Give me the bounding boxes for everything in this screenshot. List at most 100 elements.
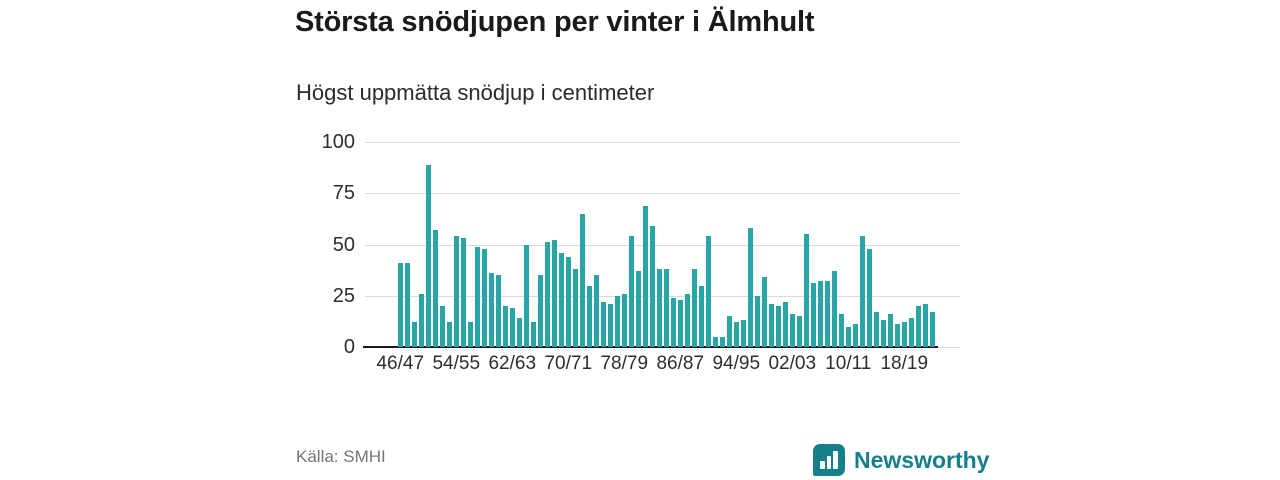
plot-area (363, 142, 960, 348)
bar-56/57 (468, 322, 473, 347)
bar-17/18 (895, 324, 900, 347)
bar-16/17 (888, 314, 893, 347)
bar-73/74 (587, 285, 592, 347)
bar-87/88 (685, 293, 690, 347)
bar-96/97 (748, 228, 753, 347)
bar-72/73 (580, 213, 585, 347)
bar-91/92 (713, 336, 718, 347)
x-tick-label-46/47: 46/47 (376, 353, 425, 374)
bar-75/76 (601, 301, 606, 347)
x-tick-label-02/03: 02/03 (768, 353, 817, 374)
logo-bar-medium (826, 456, 831, 469)
gridline-75 (365, 193, 960, 195)
bar-00/01 (776, 306, 781, 347)
bar-49/50 (419, 293, 424, 347)
y-tick-label-25: 25 (332, 284, 355, 307)
bar-01/02 (783, 301, 788, 347)
bar-76/77 (608, 303, 613, 347)
x-tick-label-86/87: 86/87 (656, 353, 705, 374)
bar-68/69 (552, 240, 557, 347)
bar-10/11 (846, 326, 851, 347)
x-tick-label-10/11: 10/11 (825, 353, 872, 374)
bar-46/47 (398, 262, 403, 347)
source-note: Källa: SMHI (296, 447, 386, 466)
y-tick-label-75: 75 (332, 182, 355, 205)
bar-12/13 (860, 236, 865, 347)
bar-67/68 (545, 242, 550, 347)
gridline-100 (365, 142, 960, 143)
bar-55/56 (461, 238, 466, 347)
bar-52/53 (440, 306, 445, 347)
bar-14/15 (874, 312, 879, 347)
bar-98/99 (762, 277, 767, 347)
bar-58/59 (482, 248, 487, 347)
bar-63/64 (517, 318, 522, 347)
bar-83/84 (657, 269, 662, 347)
bar-89/90 (699, 285, 704, 347)
bar-85/86 (671, 297, 676, 347)
bar-95/96 (741, 320, 746, 347)
bar-08/09 (832, 271, 837, 347)
bar-51/52 (433, 230, 438, 347)
bar-66/67 (538, 275, 543, 347)
bar-78/79 (622, 293, 627, 347)
bar-71/72 (573, 269, 578, 347)
bar-97/98 (755, 295, 760, 347)
bar-64/65 (524, 244, 529, 347)
bar-79/80 (629, 236, 634, 347)
bar-84/85 (664, 269, 669, 347)
bar-04/05 (804, 234, 809, 347)
bar-chart: 0 25 50 75 100 46/47 54/55 62/63 70/71 78/79 86/87… (310, 131, 970, 387)
bar-13/14 (867, 248, 872, 347)
bar-93/94 (727, 316, 732, 347)
gridline-25 (365, 295, 960, 297)
bar-54/55 (454, 236, 459, 347)
bar-18/19 (902, 322, 907, 347)
bar-57/58 (475, 246, 480, 347)
logo-bar-small (820, 461, 825, 469)
bar-70/71 (566, 256, 571, 347)
x-tick-label-94/95: 94/95 (712, 353, 761, 374)
y-tick-label-50: 50 (332, 233, 355, 256)
bar-06/07 (818, 281, 823, 347)
x-tick-label-70/71: 70/71 (544, 353, 593, 374)
x-tick-label-62/63: 62/63 (488, 353, 537, 374)
bar-48/49 (412, 322, 417, 347)
bar-59/60 (489, 273, 494, 347)
gridline-50 (365, 244, 960, 246)
bar-90/91 (706, 236, 711, 347)
chart-title: Största snödjupen per vinter i Älmhult (295, 6, 815, 38)
newsworthy-chart-icon (813, 444, 845, 476)
bar-50/51 (426, 164, 431, 347)
bar-11/12 (853, 324, 858, 347)
bar-99/00 (769, 303, 774, 347)
chart-subtitle: Högst uppmätta snödjup i centimeter (296, 80, 655, 105)
y-tick-label-100: 100 (321, 131, 355, 153)
bar-74/75 (594, 275, 599, 347)
y-tick-label-0: 0 (343, 336, 355, 358)
brand-name: Newsworthy (854, 446, 990, 473)
x-tick-label-54/55: 54/55 (432, 353, 481, 374)
bar-65/66 (531, 322, 536, 347)
bar-19/20 (909, 318, 914, 347)
bar-22/23 (930, 312, 935, 347)
bar-07/08 (825, 281, 830, 347)
bar-05/06 (811, 283, 816, 347)
bar-92/93 (720, 336, 725, 347)
bar-61/62 (503, 306, 508, 347)
bar-60/61 (496, 275, 501, 347)
x-tick-label-78/79: 78/79 (600, 353, 649, 374)
bar-82/83 (650, 226, 655, 347)
bar-03/04 (797, 316, 802, 347)
bar-20/21 (916, 306, 921, 347)
bar-47/48 (405, 262, 410, 347)
bar-80/81 (636, 271, 641, 347)
x-tick-label-18/19: 18/19 (880, 353, 929, 374)
bar-15/16 (881, 320, 886, 347)
bar-21/22 (923, 303, 928, 347)
bar-69/70 (559, 252, 564, 347)
bar-02/03 (790, 314, 795, 347)
bar-62/63 (510, 308, 515, 347)
bar-81/82 (643, 205, 648, 347)
